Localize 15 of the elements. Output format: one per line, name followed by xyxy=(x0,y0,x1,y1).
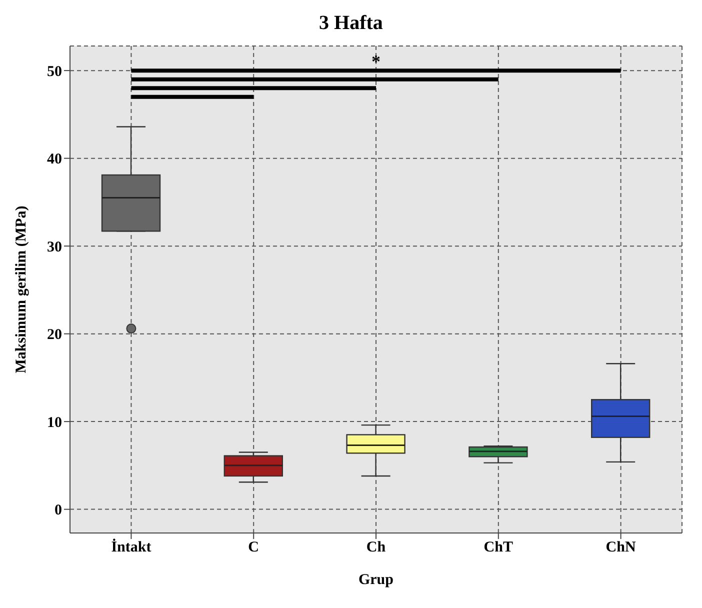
x-tick-label: ChN xyxy=(606,540,636,556)
x-tick-label: C xyxy=(248,540,260,556)
x-tick-label: İntakt xyxy=(111,538,152,556)
x-tick-label: Ch xyxy=(366,540,386,556)
chart-title: 3 Hafta xyxy=(318,11,384,36)
y-tick-label: 10 xyxy=(47,414,62,431)
x-axis-title: Grup xyxy=(358,572,394,588)
y-tick-label: 0 xyxy=(54,502,62,519)
y-tick-label: 20 xyxy=(47,327,62,344)
annotation: * xyxy=(372,52,380,72)
y-axis-title: Maksimum gerilim (MPa) xyxy=(13,206,30,374)
y-tick-label: 40 xyxy=(47,152,62,168)
x-tick-label: ChT xyxy=(484,540,513,556)
y-tick-label: 30 xyxy=(47,239,62,256)
y-tick-label: 50 xyxy=(47,64,62,80)
